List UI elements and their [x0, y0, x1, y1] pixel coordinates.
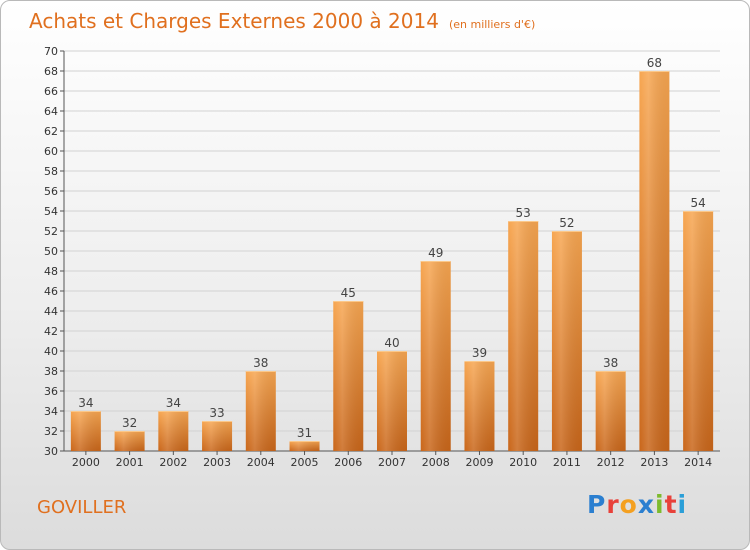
logo-letter: t [664, 490, 678, 519]
bar-shine [595, 371, 626, 451]
bar-shine [683, 211, 714, 451]
bar-shine [70, 411, 101, 451]
bar-2013 [639, 71, 670, 451]
x-tick-label: 2003 [203, 456, 231, 469]
bar-shine [551, 231, 582, 451]
y-tick-label: 38 [44, 365, 58, 378]
bar-2002 [158, 411, 189, 451]
x-tick-label: 2010 [509, 456, 537, 469]
y-tick-label: 32 [44, 425, 58, 438]
data-label: 40 [384, 336, 399, 350]
bar-shine [377, 351, 407, 451]
data-label: 32 [122, 416, 137, 430]
data-label: 53 [516, 206, 531, 220]
logo-letter: o [619, 490, 638, 519]
x-tick-label: 2012 [597, 456, 625, 469]
data-label: 52 [559, 216, 574, 230]
data-label: 38 [603, 356, 618, 370]
bar-2014 [683, 211, 714, 451]
bar-shine [289, 441, 320, 451]
y-tick-label: 40 [44, 345, 58, 358]
data-labels: 34 32 34 33 38 31 45 40 49 39 53 52 38 68 54 [78, 56, 706, 440]
x-tick-label: 2001 [116, 456, 144, 469]
bar-2001 [114, 431, 145, 451]
y-tick-label: 68 [44, 65, 58, 78]
bar-2008 [420, 261, 451, 451]
y-tick-label: 34 [44, 405, 58, 418]
y-tick-label: 52 [44, 225, 58, 238]
bar-2003 [202, 421, 233, 451]
x-tick-label: 2006 [334, 456, 362, 469]
bar-shine [333, 301, 364, 451]
y-tick-label: 62 [44, 125, 58, 138]
x-tick-label: 2011 [553, 456, 581, 469]
bar-2011 [551, 231, 582, 451]
proxiti-logo[interactable]: Proxiti [587, 490, 687, 519]
y-tick-label: 46 [44, 285, 58, 298]
x-tick-label: 2013 [640, 456, 668, 469]
y-tick-label: 56 [44, 185, 58, 198]
data-label: 34 [166, 396, 181, 410]
y-tick-label: 44 [44, 305, 58, 318]
bar-2006 [333, 301, 364, 451]
y-tick-label: 54 [44, 205, 58, 218]
commune-name: GOVILLER [37, 497, 127, 518]
x-tick-label: 2005 [291, 456, 319, 469]
y-tick-label: 42 [44, 325, 58, 338]
y-tick-label: 48 [44, 265, 58, 278]
y-tick-label: 64 [44, 105, 58, 118]
bar-shine [114, 431, 145, 451]
bar-shine [420, 261, 451, 451]
bar-2007 [377, 351, 407, 451]
y-tick-label: 30 [44, 445, 58, 458]
x-tick-label: 2008 [422, 456, 450, 469]
data-label: 34 [78, 396, 93, 410]
bar-2005 [289, 441, 320, 451]
bar-shine [508, 221, 539, 451]
logo-letter: i [655, 490, 665, 519]
logo-letter: P [587, 490, 607, 519]
x-tick-label: 2002 [159, 456, 187, 469]
bar-shine [202, 421, 233, 451]
logo-letter: i [677, 490, 688, 519]
logo-letter: r [606, 490, 620, 519]
logo-letter: x [637, 490, 655, 519]
data-label: 54 [690, 196, 705, 210]
chart-title-text: Achats et Charges Externes 2000 à 2014 [29, 9, 439, 33]
data-label: 38 [253, 356, 268, 370]
chart-subtitle: (en milliers d'€) [448, 18, 536, 31]
x-tick-label: 2014 [684, 456, 712, 469]
data-label: 39 [472, 346, 487, 360]
bars [70, 71, 714, 451]
bar-shine [464, 361, 495, 451]
bar-shine [245, 371, 276, 451]
x-tick-label: 2007 [378, 456, 406, 469]
bar-2000 [70, 411, 101, 451]
y-tick-label: 58 [44, 165, 58, 178]
bar-2012 [595, 371, 626, 451]
x-tick-label: 2009 [465, 456, 493, 469]
bar-shine [639, 71, 670, 451]
y-tick-label: 66 [44, 85, 58, 98]
x-tick-label: 2004 [247, 456, 275, 469]
data-label: 33 [209, 406, 224, 420]
chart-title: Achats et Charges Externes 2000 à 2014 (e… [29, 9, 535, 33]
data-label: 45 [341, 286, 356, 300]
y-tick-label: 60 [44, 145, 58, 158]
x-tick-label: 2000 [72, 456, 100, 469]
y-tick-label: 50 [44, 245, 58, 258]
bar-2004 [245, 371, 276, 451]
bar-2010 [508, 221, 539, 451]
y-tick-label: 36 [44, 385, 58, 398]
data-label: 49 [428, 246, 443, 260]
bar-2009 [464, 361, 495, 451]
data-label: 31 [297, 426, 312, 440]
bar-shine [158, 411, 189, 451]
data-label: 68 [647, 56, 662, 70]
y-tick-label: 70 [44, 45, 58, 58]
